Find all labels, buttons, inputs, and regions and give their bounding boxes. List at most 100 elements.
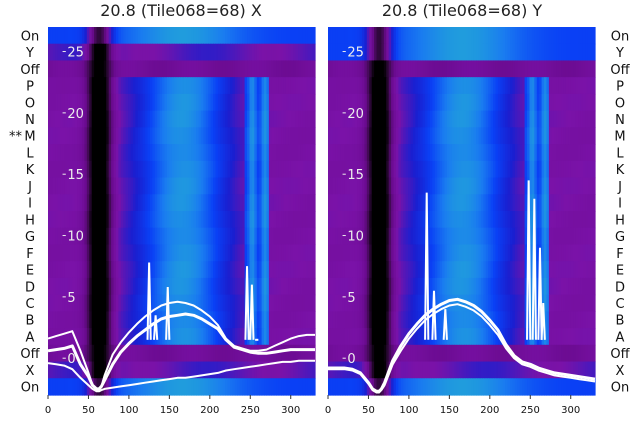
heatmap-cell (132, 160, 136, 179)
heatmap-cell (442, 361, 446, 379)
heatmap-cell (135, 294, 139, 312)
heatmap-cell (290, 294, 294, 312)
heatmap-cell (502, 127, 506, 145)
heatmap-cell (106, 261, 110, 279)
heatmap-cell (81, 144, 86, 162)
heatmap-cell (281, 177, 285, 195)
heatmap-cell (247, 127, 251, 145)
heatmap-cell (188, 160, 192, 179)
heatmap-cell (561, 277, 565, 296)
heatmap-cell (434, 244, 438, 262)
heatmap-cell (522, 110, 526, 128)
heatmap-cell (64, 144, 69, 162)
heatmap-cell (405, 294, 409, 312)
heatmap-cell (62, 93, 66, 112)
heatmap-cell (395, 261, 399, 279)
heatmap-cell (55, 43, 59, 62)
heatmap-cell (288, 344, 292, 363)
heatmap-cell (561, 93, 565, 112)
heatmap-cell (357, 311, 361, 329)
heatmap-cell (459, 127, 463, 145)
heatmap-cell (514, 261, 518, 279)
heatmap-cell (330, 127, 334, 145)
heatmap-cell (359, 261, 363, 279)
heatmap-cell (310, 311, 314, 329)
heatmap-cell (200, 77, 204, 95)
heatmap-cell (115, 361, 119, 379)
heatmap-cell (283, 344, 287, 363)
heatmap-cell (251, 244, 255, 262)
heatmap-cell (283, 361, 287, 379)
heatmap-cell (72, 211, 76, 229)
heatmap-cell (359, 77, 363, 95)
heatmap-cell (400, 43, 404, 62)
row-label: I (28, 197, 32, 212)
heatmap-cell (536, 277, 540, 296)
heatmap-cell (466, 110, 470, 128)
heatmap-cell (142, 60, 146, 78)
heatmap-cell (357, 378, 361, 396)
heatmap-cell (480, 60, 484, 78)
heatmap-cell (302, 277, 306, 296)
heatmap-cell (451, 211, 455, 229)
heatmap-cell (517, 144, 521, 162)
heatmap-cell (232, 211, 236, 229)
heatmap-cell (200, 244, 204, 262)
heatmap-cell (473, 194, 477, 212)
heatmap-cell (408, 93, 412, 112)
heatmap-cell (271, 93, 275, 112)
heatmap-cell (478, 127, 482, 145)
heatmap-cell (412, 261, 416, 279)
heatmap-cell (493, 277, 497, 296)
heatmap-cell (587, 344, 591, 363)
heatmap-cell (575, 378, 579, 396)
heatmap-cell (79, 194, 83, 212)
heatmap-cell (519, 294, 523, 312)
heatmap-cell (527, 311, 531, 329)
heatmap-cell (157, 77, 161, 95)
heatmap-cell (573, 93, 577, 112)
heatmap-cell (388, 93, 392, 112)
heatmap-cell (349, 194, 353, 212)
heatmap-cell (466, 361, 470, 379)
heatmap-cell (96, 110, 100, 128)
heatmap-cell (310, 227, 314, 246)
heatmap-cell (510, 110, 514, 128)
heatmap-cell (111, 311, 115, 329)
heatmap-cell (215, 77, 219, 95)
heatmap-cell (483, 144, 487, 162)
heatmap-cell (510, 244, 514, 262)
heatmap-cell (524, 144, 528, 162)
heatmap-cell (285, 227, 289, 246)
heatmap-cell (378, 27, 382, 45)
heatmap-cell (417, 27, 421, 45)
heatmap-cell (113, 77, 117, 95)
heatmap-cell (514, 244, 518, 262)
heatmap-cell (483, 211, 487, 229)
heatmap-cell (393, 194, 397, 212)
heatmap-cell (432, 144, 436, 162)
heatmap-cell (91, 177, 95, 195)
heatmap-cell (120, 177, 124, 195)
heatmap-cell (166, 244, 170, 262)
heatmap-cell (524, 110, 528, 128)
heatmap-cell (186, 177, 190, 195)
heatmap-cell (55, 294, 59, 312)
heatmap-cell (410, 127, 414, 145)
heatmap-cell (162, 27, 166, 45)
heatmap-cell (556, 27, 560, 45)
heatmap-cell (585, 93, 589, 112)
heatmap-cell (293, 261, 297, 279)
heatmap-cell (463, 27, 467, 45)
heatmap-cell (478, 110, 482, 128)
heatmap-cell (568, 328, 572, 346)
heatmap-cell (468, 110, 472, 128)
heatmap-cell (502, 328, 506, 346)
heatmap-cell (261, 194, 265, 212)
heatmap-cell (510, 60, 514, 78)
heatmap-cell (544, 378, 548, 396)
heatmap-cell (466, 27, 470, 45)
heatmap-cell (295, 93, 299, 112)
heatmap-cell (215, 294, 219, 312)
heatmap-cell (271, 328, 275, 346)
